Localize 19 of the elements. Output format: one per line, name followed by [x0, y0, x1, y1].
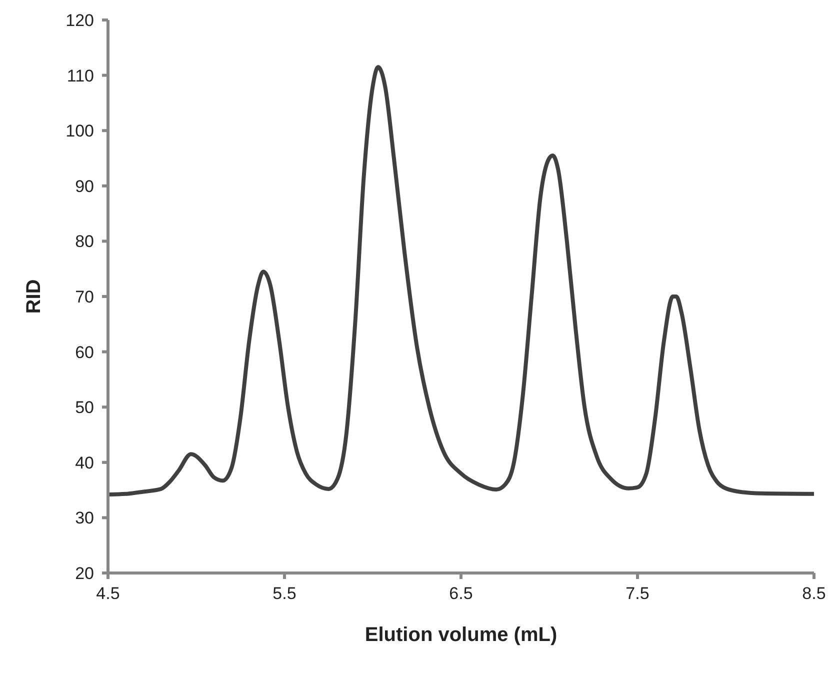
y-tick-label: 50 — [75, 398, 94, 418]
y-tick-label: 70 — [75, 288, 94, 307]
x-tick-label: 7.5 — [626, 584, 650, 604]
line-series — [108, 65, 814, 496]
x-tick-label: 6.5 — [449, 584, 473, 604]
y-axis-title: RID — [23, 279, 46, 314]
x-tick-label: 8.5 — [802, 584, 826, 604]
x-tick-label: 4.5 — [96, 584, 120, 604]
y-tick-label: 60 — [75, 342, 94, 362]
x-tick-label: 5.5 — [272, 584, 296, 604]
y-tick-label: 100 — [66, 122, 94, 141]
y-tick-label: 90 — [75, 176, 94, 196]
y-tick-label: 40 — [75, 453, 94, 472]
y-tick-label: 80 — [75, 232, 94, 252]
y-tick-label: 20 — [75, 564, 94, 584]
x-axis-title: Elution volume (mL) — [364, 624, 558, 646]
y-tick-label: 110 — [66, 66, 94, 86]
y-tick-label: 30 — [75, 508, 94, 528]
y-tick-label: 120 — [66, 11, 94, 30]
